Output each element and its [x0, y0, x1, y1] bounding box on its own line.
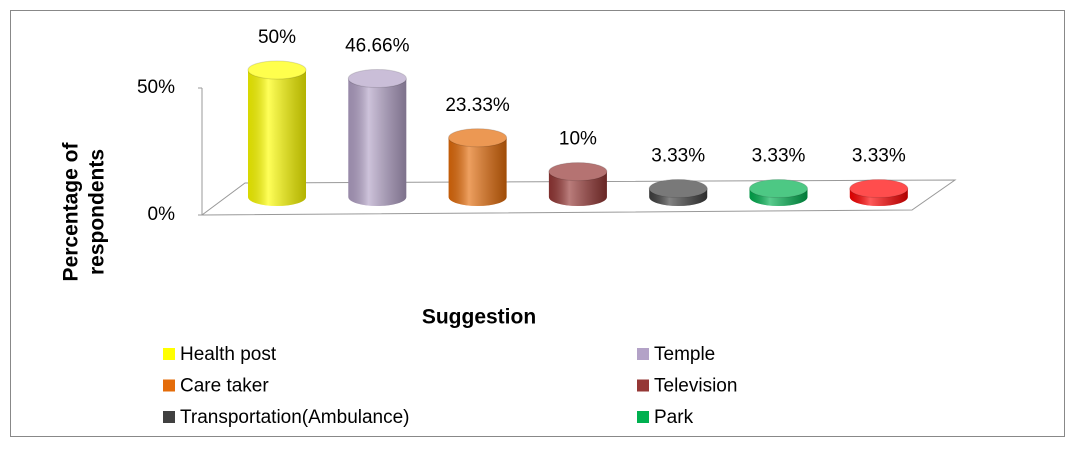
data-label: 10% [559, 129, 597, 150]
data-label: 3.33% [752, 146, 806, 167]
bar-top [247, 60, 307, 80]
legend-swatch [637, 379, 649, 392]
legend-swatch [637, 348, 649, 360]
bar-top [749, 179, 808, 199]
chart-frame [10, 10, 1065, 437]
data-label: 50% [258, 27, 296, 48]
bar-shade [348, 78, 407, 206]
bar-top [548, 162, 608, 182]
bar-top-highlight [849, 179, 908, 198]
data-label: 3.33% [651, 146, 705, 167]
bar-top-highlight [448, 128, 507, 147]
legend-label: Care taker [180, 376, 269, 397]
y-tick-label: 0% [148, 204, 176, 225]
legend-swatch [637, 411, 649, 423]
x-axis-title: Suggestion [422, 306, 536, 329]
bar-top-highlight [348, 69, 407, 88]
bar-top [347, 68, 407, 88]
y-tick-label: 50% [137, 77, 175, 98]
y-axis-title: Percentage of [60, 142, 83, 282]
legend-label: Television [654, 376, 737, 397]
legend-label: Transportation(Ambulance) [180, 407, 410, 428]
bar-shade [248, 70, 306, 206]
bar-top-highlight [248, 61, 306, 79]
bar-top-highlight [749, 179, 808, 198]
legend-label: Temple [654, 344, 715, 365]
legend-swatch [163, 379, 175, 392]
bar-top [648, 179, 708, 199]
data-label: 3.33% [852, 146, 906, 167]
bar-top [448, 128, 508, 148]
legend-label: Health post [180, 344, 277, 365]
data-label: 23.33% [445, 95, 510, 116]
legend-swatch [163, 348, 175, 360]
bar-top [849, 179, 909, 199]
bar-top-highlight [649, 179, 708, 198]
y-axis-title: respondents [86, 149, 109, 275]
data-label: 46.66% [345, 35, 410, 56]
bar-shade [548, 171, 607, 206]
bar-shade [448, 137, 507, 206]
legend-swatch [163, 411, 175, 423]
floor [200, 179, 957, 216]
legend-label: Park [654, 407, 694, 428]
bar-top-highlight [548, 162, 607, 181]
